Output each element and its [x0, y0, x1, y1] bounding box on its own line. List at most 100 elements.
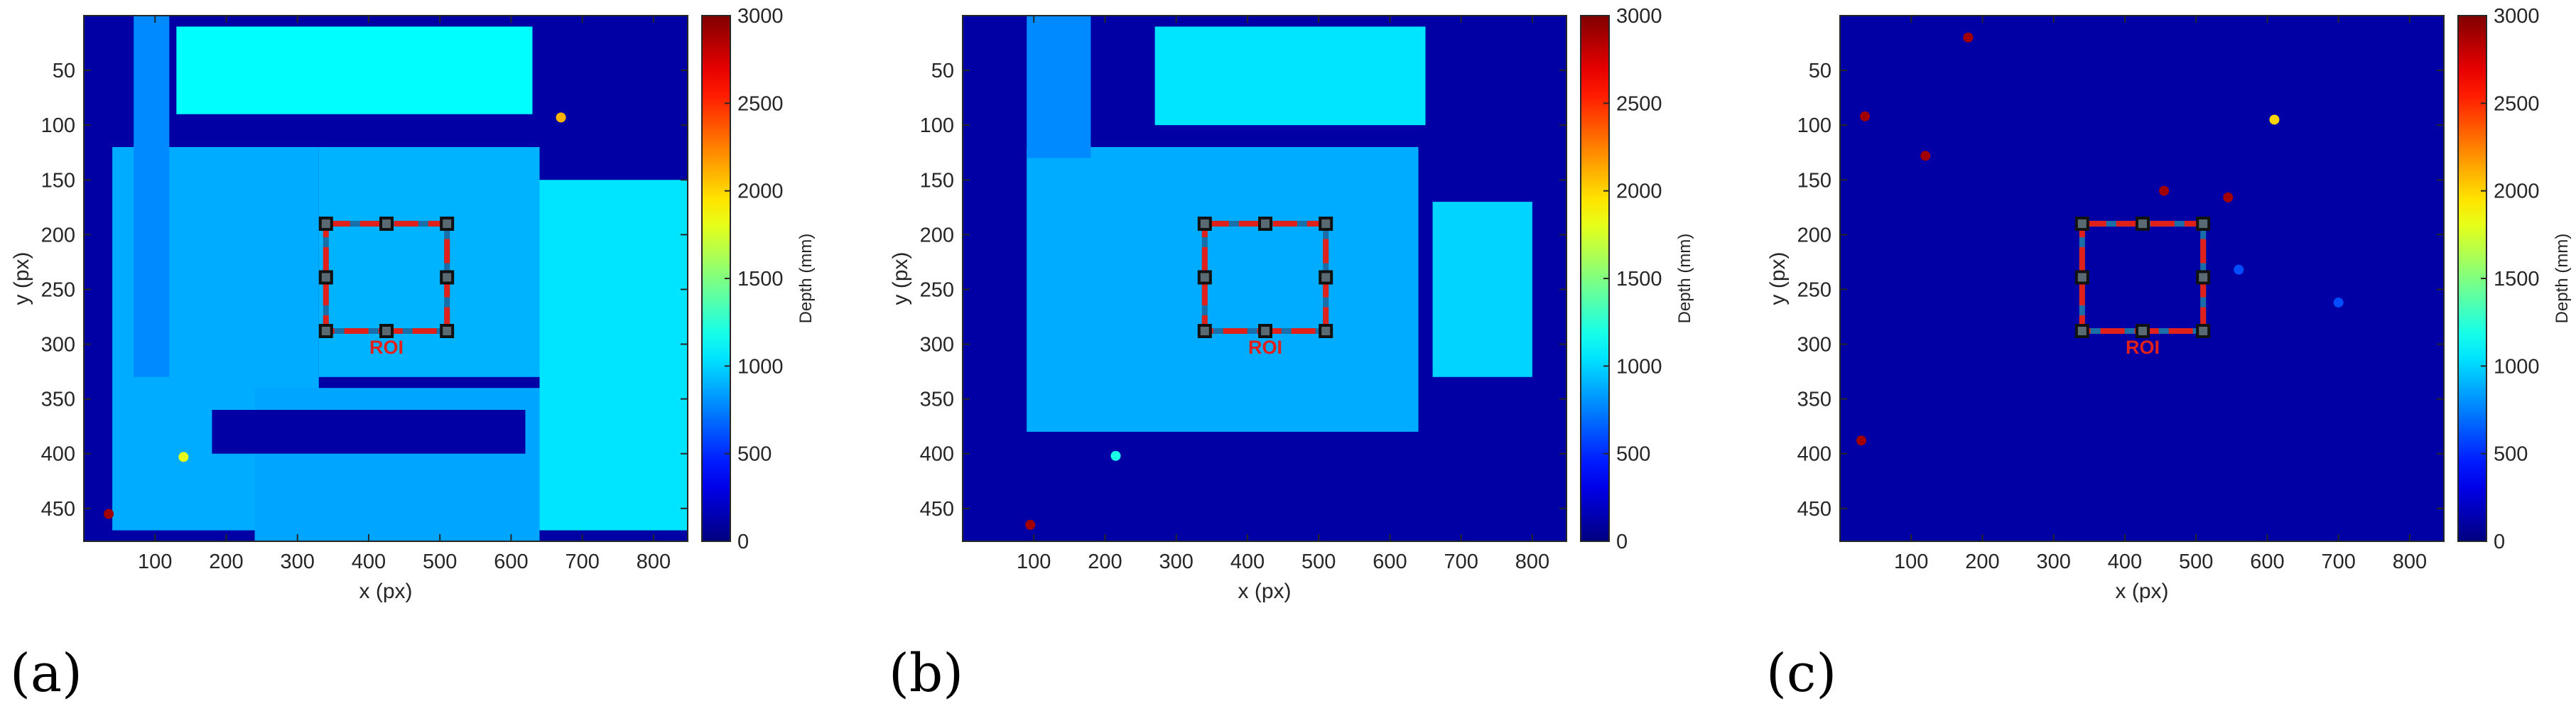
roi-box-b [1197, 216, 1333, 338]
cb-tick-label-5: 2500 [1616, 92, 1662, 115]
cb-tick-label-0: 0 [2494, 531, 2505, 553]
chart-a: ROI 100 200 300 400 500 600 700 800 50 100 150 200 25… [10, 5, 816, 603]
y-tick-label-1: 100 [41, 114, 75, 137]
x-tick-label-1: 200 [209, 551, 243, 573]
roi-handle-4 [1319, 324, 1333, 338]
roi-handle-1 [1258, 216, 1273, 231]
y-tick-label-4: 250 [41, 278, 75, 301]
y-tick-label-5: 300 [1797, 334, 1831, 357]
x-tick-label-2: 300 [2037, 551, 2071, 573]
roi-handle-6 [2074, 324, 2089, 338]
x-tick-label-3: 400 [1230, 551, 1265, 573]
y-tick-label-0: 50 [53, 60, 75, 82]
roi-label: ROI [369, 337, 404, 358]
y-tick-label-4: 250 [1797, 278, 1831, 301]
roi-handle-0 [2074, 216, 2089, 231]
cb-tick-label-5: 2500 [2494, 92, 2540, 115]
y-tick-label-4: 250 [920, 278, 954, 301]
colorbar-label: Depth (mm) [796, 234, 816, 324]
x-tick-label-4: 500 [423, 551, 457, 573]
cb-tick-label-2: 1000 [737, 355, 784, 378]
x-axis-label: x (px) [1238, 580, 1292, 603]
depth-region-7 [212, 410, 526, 454]
depth-map-a [84, 16, 688, 541]
cb-tick-label-4: 2000 [1616, 180, 1662, 203]
y-tick-label-1: 100 [1797, 114, 1831, 137]
depth-region-0 [1840, 16, 2444, 541]
roi-box-c [2074, 216, 2211, 338]
depth-map-b [963, 16, 1566, 541]
panel-label-b: (b) [889, 643, 964, 704]
x-tick-label-1: 200 [1965, 551, 1999, 573]
roi-handle-6 [1197, 324, 1212, 338]
y-tick-label-6: 350 [920, 389, 954, 411]
x-axis-label: x (px) [2116, 580, 2169, 603]
roi-box-a [318, 216, 455, 338]
x-tick-label-1: 200 [1088, 551, 1122, 573]
cb-tick-label-3: 1500 [737, 268, 784, 291]
roi-label: ROI [1248, 337, 1282, 358]
roi-handle-0 [318, 216, 333, 231]
y-axis-label: y (px) [10, 252, 33, 305]
x-tick-label-6: 700 [1444, 551, 1478, 573]
cb-tick-label-1: 500 [2494, 443, 2528, 466]
cb-tick-label-4: 2000 [737, 180, 784, 203]
y-tick-label-3: 200 [920, 224, 954, 246]
chart-c: ROI 100 200 300 400 500 600 700 800 50 100 150 200 25… [1766, 5, 2572, 603]
panel-label-a: (a) [10, 643, 82, 704]
depth-outlier-4 [2159, 185, 2170, 196]
x-tick-label-5: 600 [494, 551, 528, 573]
axes-frame [962, 15, 1567, 542]
cb-tick-label-3: 1500 [1616, 268, 1662, 291]
y-tick-label-0: 50 [1809, 60, 1831, 82]
roi-handle-2 [2196, 216, 2211, 231]
roi-handle-4 [2196, 324, 2211, 338]
cb-tick-label-0: 0 [1616, 531, 1628, 553]
y-tick-label-2: 150 [920, 169, 954, 192]
y-tick-label-7: 400 [1797, 443, 1831, 466]
colorbar-label: Depth (mm) [1675, 234, 1694, 324]
x-tick-label-7: 800 [637, 551, 671, 573]
depth-region-4 [539, 180, 688, 531]
y-tick-label-8: 450 [920, 498, 954, 521]
cb-tick-label-1: 500 [737, 443, 772, 466]
roi-label: ROI [2126, 337, 2160, 358]
panel-b: ROI 100 200 300 400 500 600 700 800 50 100 150 200 25… [879, 0, 1737, 721]
x-tick-label-3: 400 [352, 551, 386, 573]
x-tick-label-5: 600 [2250, 551, 2284, 573]
roi-handle-5 [379, 324, 394, 338]
panel-c: ROI 100 200 300 400 500 600 700 800 50 100 150 200 25… [1756, 0, 2576, 721]
depth-region-1 [1027, 147, 1419, 432]
x-tick-label-2: 300 [281, 551, 315, 573]
cb-tick-label-2: 1000 [1616, 355, 1662, 378]
depth-outlier-8 [1856, 435, 1867, 446]
x-tick-label-6: 700 [2321, 551, 2355, 573]
panel-label-c: (c) [1766, 643, 1837, 704]
depth-outlier-1 [104, 509, 114, 519]
roi-handle-2 [1319, 216, 1333, 231]
cb-tick-label-6: 3000 [737, 5, 784, 28]
x-tick-label-0: 100 [1017, 551, 1051, 573]
roi-handle-7 [318, 270, 333, 285]
y-tick-label-2: 150 [41, 169, 75, 192]
cb-tick-label-3: 1500 [2494, 268, 2540, 291]
roi-handle-6 [318, 324, 333, 338]
cb-tick-label-5: 2500 [737, 92, 784, 115]
depth-outlier-1 [1860, 111, 1871, 121]
depth-outlier-1 [1110, 450, 1121, 461]
depth-outlier-0 [2269, 114, 2280, 125]
roi-handle-1 [379, 216, 394, 231]
cb-tick-label-6: 3000 [2494, 5, 2540, 28]
roi-handle-5 [1258, 324, 1273, 338]
depth-region-5 [134, 16, 170, 377]
depth-outlier-0 [556, 112, 566, 123]
roi-handle-3 [1319, 270, 1333, 285]
depth-outlier-2 [1920, 151, 1931, 161]
depth-outlier-0 [1025, 519, 1036, 530]
depth-outlier-5 [1963, 32, 1974, 43]
roi-handle-1 [2136, 216, 2150, 231]
y-tick-label-6: 350 [1797, 389, 1831, 411]
cb-tick-label-6: 3000 [1616, 5, 1662, 28]
x-tick-label-7: 800 [2393, 551, 2427, 573]
x-tick-label-2: 300 [1159, 551, 1194, 573]
